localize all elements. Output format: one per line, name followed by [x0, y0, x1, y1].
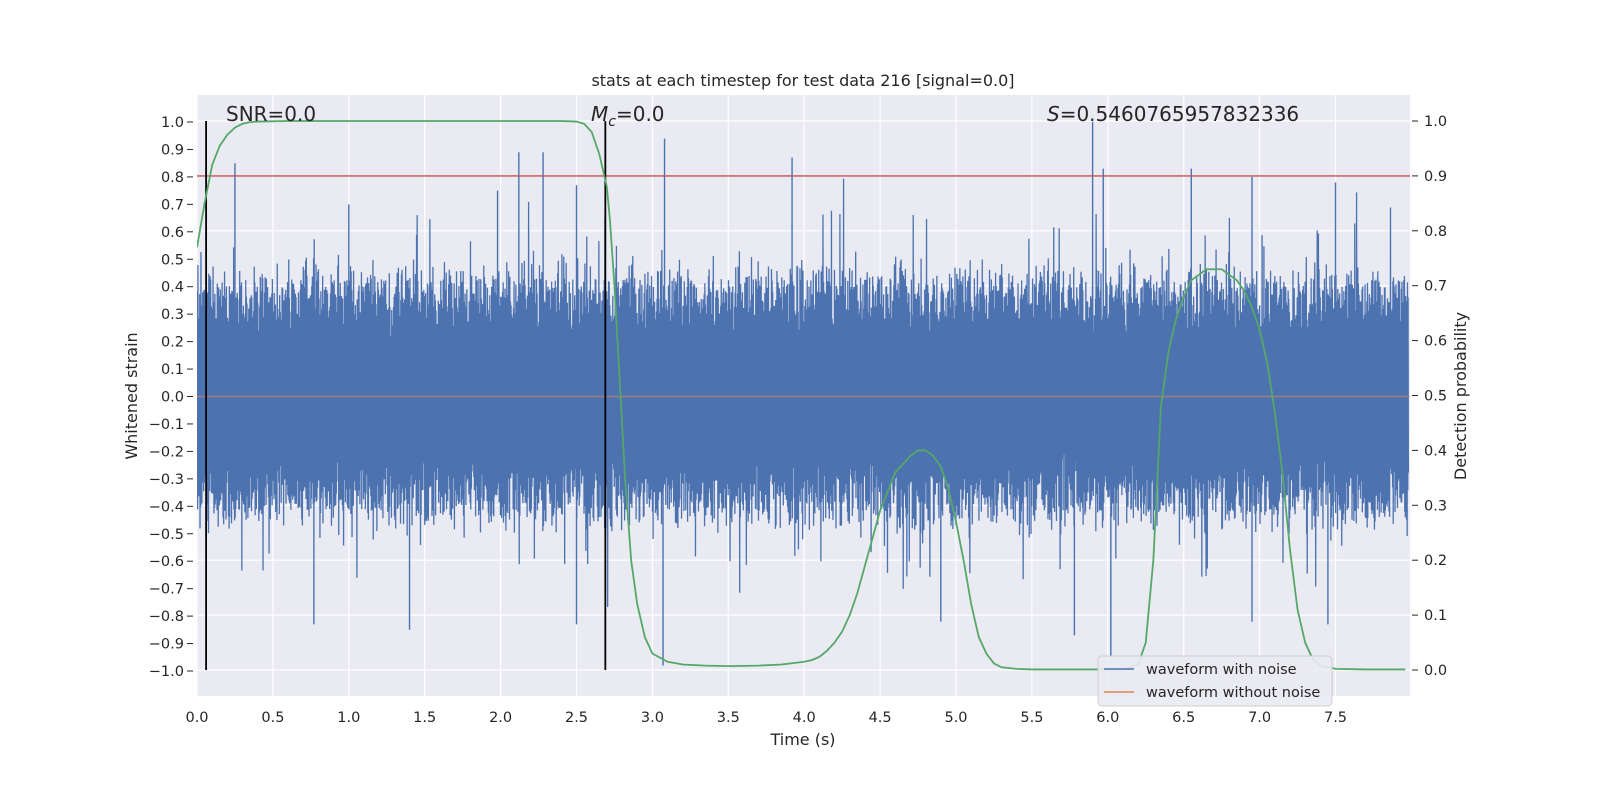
- y-tick-label: 0.1: [161, 362, 184, 378]
- x-tick-label: 7.5: [1324, 710, 1347, 726]
- y-tick-label: 0.7: [161, 197, 184, 213]
- y-right-tick-label: 1.0: [1424, 114, 1447, 130]
- y-right-tick-label: 0.3: [1424, 498, 1447, 514]
- y-tick-label: 0.5: [161, 252, 184, 268]
- x-tick-label: 5.5: [1020, 710, 1043, 726]
- y-tick-labels: 1.0 0.9 0.8 0.7 0.6 0.5 0.4 0.3 0.2 0.1 0.0 −0.1 −0.…: [149, 115, 193, 680]
- y-right-tick-label: 0.1: [1424, 608, 1447, 624]
- x-tick-label: 4.0: [793, 710, 816, 726]
- y-tick-label: −0.1: [149, 417, 184, 433]
- chart-title: stats at each timestep for test data 216…: [591, 71, 1014, 90]
- x-tick-label: 1.0: [337, 710, 360, 726]
- y-tick-label: −0.7: [149, 582, 184, 598]
- y-right-tick-labels: 1.0 0.9 0.8 0.7 0.6 0.5 0.4 0.3 0.2 0.1 0.0: [1412, 114, 1447, 679]
- x-tick-label: 1.5: [413, 710, 436, 726]
- x-tick-label: 3.5: [717, 710, 740, 726]
- y-tick-label: 0.3: [161, 307, 184, 323]
- y-tick-label: −0.6: [149, 554, 184, 570]
- y-right-tick-label: 0.7: [1424, 279, 1447, 295]
- y-right-tick-label: 0.9: [1424, 169, 1447, 185]
- chirp-mass-value: =0.0: [616, 102, 665, 126]
- y-right-tick-label: 0.5: [1424, 389, 1447, 405]
- y-tick-label: −1.0: [149, 664, 184, 680]
- overlay: [197, 120, 1410, 671]
- y-tick-label: −0.2: [149, 444, 184, 460]
- x-tick-label: 6.0: [1096, 710, 1119, 726]
- x-tick-label: 7.0: [1248, 710, 1271, 726]
- s-value: =0.5460765957832336: [1060, 102, 1299, 126]
- x-tick-label: 0.0: [185, 710, 208, 726]
- y-right-axis-label: Detection probability: [1451, 312, 1470, 480]
- x-tick-label: 5.0: [944, 710, 967, 726]
- y-tick-label: 0.2: [161, 335, 184, 351]
- chirp-mass-annotation: Mc=0.0: [591, 102, 665, 130]
- detection-probability-line: [197, 120, 1406, 671]
- y-tick-label: −0.4: [149, 499, 184, 515]
- y-tick-label: −0.5: [149, 527, 184, 543]
- x-tick-label: 3.0: [641, 710, 664, 726]
- chirp-mass-symbol: M: [591, 102, 608, 126]
- legend-box: [1097, 655, 1333, 707]
- legend-label-clean: waveform without noise: [1146, 685, 1320, 701]
- x-tick-label: 4.5: [869, 710, 892, 726]
- y-tick-label: 0.6: [161, 225, 184, 241]
- y-right-tick-label: 0.4: [1424, 443, 1447, 459]
- y-axis-label: Whitened strain: [122, 332, 141, 459]
- y-tick-label: −0.3: [149, 472, 184, 488]
- x-axis-label: Time (s): [769, 730, 835, 749]
- x-tick-label: 2.0: [489, 710, 512, 726]
- s-symbol: S: [1047, 102, 1060, 126]
- y-tick-label: 0.4: [161, 280, 184, 296]
- noise-waveform: [197, 122, 1410, 666]
- legend: waveform with noise waveform without noi…: [1097, 655, 1333, 707]
- y-tick-label: −0.8: [149, 609, 184, 625]
- y-tick-label: 0.8: [161, 170, 184, 186]
- y-tick-label: 0.9: [161, 142, 184, 158]
- x-tick-labels: 0.0 0.5 1.0 1.5 2.0 2.5 3.0 3.5 4.0 4.5 5.0 5.5 6.0 6…: [185, 710, 1347, 726]
- chirp-mass-subscript: c: [608, 114, 616, 130]
- y-tick-label: 1.0: [161, 115, 184, 131]
- legend-label-noise: waveform with noise: [1146, 662, 1297, 678]
- y-tick-label: −0.9: [149, 637, 184, 653]
- x-tick-label: 2.5: [565, 710, 588, 726]
- y-right-tick-label: 0.8: [1424, 224, 1447, 240]
- x-tick-label: 0.5: [261, 710, 284, 726]
- x-tick-label: 6.5: [1172, 710, 1195, 726]
- snr-annotation: SNR=0.0: [226, 102, 316, 126]
- noise-waveform-line: [197, 178, 1410, 608]
- s-annotation: S=0.5460765957832336: [1047, 102, 1299, 126]
- y-right-tick-label: 0.0: [1424, 663, 1447, 679]
- y-right-tick-label: 0.6: [1424, 334, 1447, 350]
- y-right-tick-label: 0.2: [1424, 553, 1447, 569]
- y-tick-label: 0.0: [161, 390, 184, 406]
